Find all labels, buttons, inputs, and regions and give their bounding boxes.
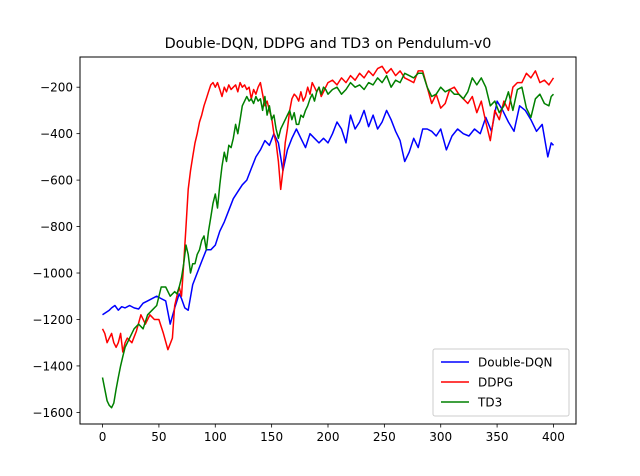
x-axis: 0 50 100 150 200 250 300 350 400 <box>99 424 565 444</box>
x-tick-label: 50 <box>151 430 166 444</box>
y-tick-label: −1400 <box>32 359 73 373</box>
legend-label: TD3 <box>477 396 502 410</box>
legend-label: DDPG <box>478 376 513 390</box>
y-tick-label: −1000 <box>32 267 73 281</box>
x-tick-label: 150 <box>260 430 283 444</box>
y-tick-label: −800 <box>40 220 73 234</box>
series-line-td3 <box>101 72 555 409</box>
x-tick-label: 300 <box>429 430 452 444</box>
series-line-ddpg <box>101 65 555 353</box>
y-tick-label: −1600 <box>32 406 73 420</box>
y-tick-label: −400 <box>40 127 73 141</box>
legend: Double-DQN DDPG TD3 <box>432 348 570 417</box>
y-axis: −1600 −1400 −1200 −1000 −800 −600 −400 −200 <box>32 81 80 420</box>
legend-label: Double-DQN <box>478 356 553 370</box>
x-tick-label: 250 <box>373 430 396 444</box>
x-tick-label: 350 <box>486 430 509 444</box>
series-layer <box>101 65 555 409</box>
x-tick-label: 100 <box>204 430 227 444</box>
series-line-double-dqn <box>102 100 555 325</box>
x-tick-label: 200 <box>317 430 340 444</box>
legend-box <box>432 348 570 417</box>
y-tick-label: −1200 <box>32 313 73 327</box>
x-tick-label: 0 <box>99 430 107 444</box>
y-tick-label: −200 <box>40 81 73 95</box>
x-tick-label: 400 <box>542 430 565 444</box>
y-tick-label: −600 <box>40 174 73 188</box>
chart-title: Double-DQN, DDPG and TD3 on Pendulum-v0 <box>165 36 492 52</box>
